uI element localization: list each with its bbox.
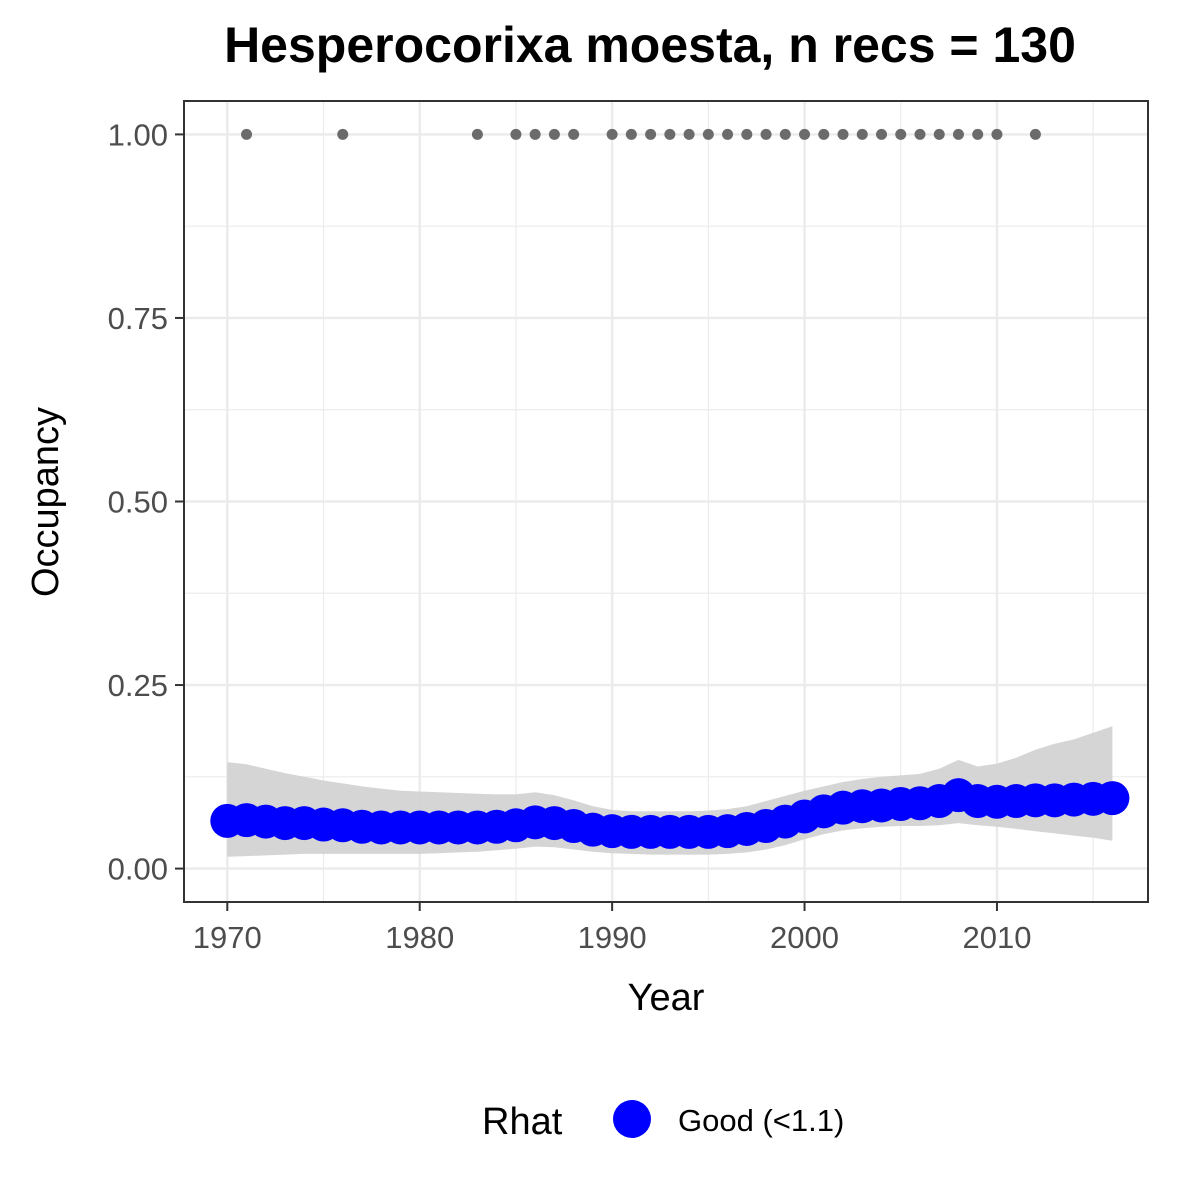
record-point [741, 128, 753, 140]
record-point [625, 128, 637, 140]
record-point [895, 128, 907, 140]
y-tick-label: 0.75 [108, 301, 168, 336]
estimate-points-layer [210, 778, 1130, 849]
estimate-point [1095, 781, 1130, 816]
x-tick-label: 2000 [770, 920, 839, 955]
record-point [933, 128, 945, 140]
record-point [779, 128, 791, 140]
record-point [683, 128, 695, 140]
record-point [645, 128, 657, 140]
record-point [529, 128, 541, 140]
x-tick-label: 1990 [578, 920, 647, 955]
record-point [702, 128, 714, 140]
record-point [510, 128, 522, 140]
record-point [876, 128, 888, 140]
record-point [1029, 128, 1041, 140]
y-tick-label: 0.50 [108, 485, 168, 520]
record-point [818, 128, 830, 140]
record-point [856, 128, 868, 140]
x-axis-title: Year [628, 977, 705, 1019]
y-axis-title: Occupancy [25, 407, 67, 597]
record-point [568, 128, 580, 140]
record-points-layer [241, 128, 1041, 140]
legend-key-good [613, 1100, 651, 1138]
legend: Rhat Good (<1.1) [482, 1100, 844, 1143]
record-point [952, 128, 964, 140]
record-point [606, 128, 618, 140]
chart-title: Hesperocorixa moesta, n recs = 130 [224, 17, 1076, 73]
y-tick-label: 1.00 [108, 117, 168, 152]
record-point [337, 128, 349, 140]
x-tick-label: 1970 [193, 920, 262, 955]
x-tick-label: 1980 [385, 920, 454, 955]
record-point [837, 128, 849, 140]
legend-label-good: Good (<1.1) [678, 1103, 844, 1138]
record-point [799, 128, 811, 140]
record-point [760, 128, 772, 140]
record-point [664, 128, 676, 140]
record-point [241, 128, 253, 140]
record-point [471, 128, 483, 140]
x-tick-label: 2010 [962, 920, 1031, 955]
legend-title: Rhat [482, 1101, 563, 1143]
axes: 0.00 0.25 0.50 0.75 1.00 1970 1980 1990 2000 2010 [108, 117, 1032, 955]
record-point [722, 128, 734, 140]
record-point [991, 128, 1003, 140]
record-point [972, 128, 984, 140]
y-tick-label: 0.00 [108, 852, 168, 887]
record-point [548, 128, 560, 140]
y-tick-label: 0.25 [108, 668, 168, 703]
record-point [914, 128, 926, 140]
